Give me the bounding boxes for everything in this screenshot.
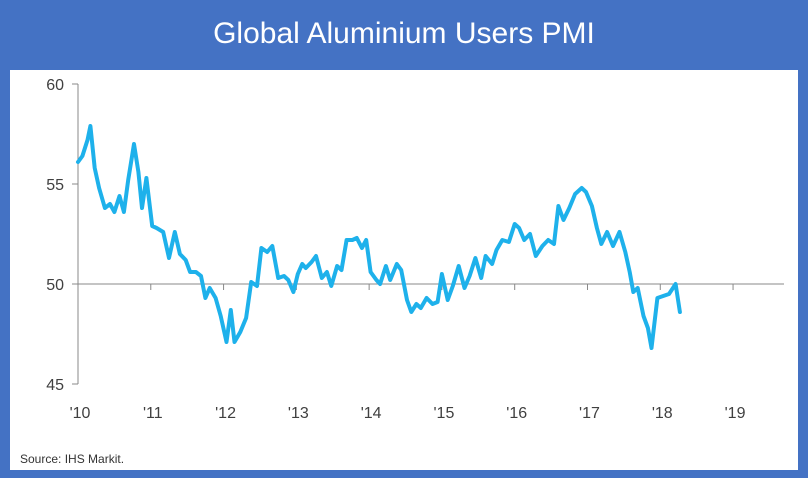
y-tick-label: 55 bbox=[46, 177, 64, 194]
x-tick-label: '19 bbox=[725, 405, 746, 422]
x-tick-label: '13 bbox=[288, 405, 309, 422]
chart-panel: 45 50 55 60 '10 '11 '12 '13 '14 '15 '16 '17 '18 '19 S… bbox=[10, 70, 798, 470]
pmi-line-chart: 45 50 55 60 '10 '11 '12 '13 '14 '15 '16 '17 '18 '19 bbox=[46, 77, 784, 422]
x-tick-label: '15 bbox=[433, 405, 454, 422]
x-tick-label: '18 bbox=[652, 405, 673, 422]
x-tick-label: '16 bbox=[506, 405, 527, 422]
y-tick-label: 45 bbox=[46, 377, 64, 394]
chart-title: Global Aluminium Users PMI bbox=[213, 17, 595, 50]
source-note: Source: IHS Markit. bbox=[20, 452, 125, 466]
x-tick-label: '11 bbox=[143, 405, 163, 422]
y-tick-label: 60 bbox=[46, 77, 64, 94]
x-tick-label: '10 bbox=[70, 405, 91, 422]
y-tick-label: 50 bbox=[46, 277, 64, 294]
x-tick-label: '17 bbox=[579, 405, 600, 422]
x-tick-label: '14 bbox=[361, 405, 382, 422]
series-line-0 bbox=[76, 124, 682, 350]
x-tick-label: '12 bbox=[215, 405, 236, 422]
